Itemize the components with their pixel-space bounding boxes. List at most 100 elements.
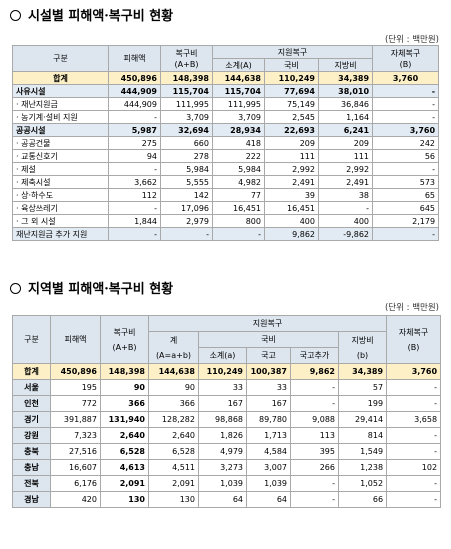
header-local: 지방비 <box>317 58 374 72</box>
cell-self: 645 <box>372 201 440 215</box>
cell-subtotal: 4,982 <box>212 175 265 189</box>
cell-local: 400 <box>317 214 374 228</box>
cell-recovery: 2,091 <box>100 475 149 492</box>
cell-treasury-extra: 9,862 <box>290 363 339 380</box>
row-label: 합계 <box>12 71 109 85</box>
cell-damage: - <box>108 227 161 241</box>
cell-local: 814 <box>337 427 388 444</box>
cell-recovery: 5,555 <box>160 175 213 189</box>
region-row-jeonbuk: 전북 6,176 2,091 2,091 1,039 1,039 - 1,052… <box>12 475 442 492</box>
cell-total: 130 <box>148 491 199 508</box>
header-national: 국비 <box>264 58 319 72</box>
header-local-sub: (b) <box>356 350 369 360</box>
cell-self: 3,760 <box>372 123 440 137</box>
header-self-sub: (B) <box>407 342 420 352</box>
cell-recovery: 17,096 <box>160 201 213 215</box>
cell-treasury-extra: 9,088 <box>290 411 339 428</box>
cell-national: 16,451 <box>264 201 319 215</box>
facility-row-additional-grant: 재난지원금 추가 지원 - - - 9,862 -9,862 - <box>12 227 440 241</box>
facility-row-other: · 그 외 시설 1,844 2,979 800 400 400 2,179 <box>12 214 440 228</box>
row-label: 공공시설 <box>12 123 109 137</box>
cell-subtotal: 98,868 <box>198 411 247 428</box>
facility-row-farm-equipment: · 농기계·설비 지원 - 3,709 3,709 2,545 1,164 - <box>12 110 440 124</box>
cell-damage: 3,662 <box>108 175 161 189</box>
cell-self: - <box>386 395 442 412</box>
cell-recovery: 131,940 <box>100 411 149 428</box>
cell-self: - <box>372 84 440 98</box>
cell-damage: - <box>108 201 161 215</box>
region-row-seoul: 서울 195 90 90 33 33 - 57 - <box>12 379 442 396</box>
cell-local: 29,414 <box>337 411 388 428</box>
header-subtotal: 소계(a) <box>198 347 247 364</box>
cell-national: 2,992 <box>264 162 319 176</box>
header-recovery-label: 복구비 <box>175 48 198 58</box>
cell-local: 2,491 <box>317 175 374 189</box>
region-row-gyeongnam: 경남 420 130 130 64 64 - 66 - <box>12 491 442 508</box>
cell-local: 111 <box>317 149 374 163</box>
cell-damage: 94 <box>108 149 161 163</box>
region-row-incheon: 인천 772 366 366 167 167 - 199 - <box>12 395 442 412</box>
cell-total: 366 <box>148 395 199 412</box>
cell-self: - <box>386 491 442 508</box>
cell-damage: 275 <box>108 136 161 150</box>
cell-treasury: 4,584 <box>246 443 291 460</box>
facility-row-public-buildings: · 공공건물 275 660 418 209 209 242 <box>12 136 440 150</box>
cell-treasury-extra: - <box>290 395 339 412</box>
cell-recovery: 3,709 <box>160 110 213 124</box>
cell-recovery: 2,640 <box>100 427 149 444</box>
facility-unit-label: (단위 : 백만원) <box>384 35 439 45</box>
cell-total: 144,638 <box>148 363 199 380</box>
cell-treasury: 1,039 <box>246 475 291 492</box>
facility-section-title: 시설별 피해액·복구비 현황 <box>28 9 174 24</box>
region-unit-label: (단위 : 백만원) <box>384 303 439 313</box>
cell-self: - <box>386 379 442 396</box>
row-label: · 그 외 시설 <box>12 214 109 228</box>
cell-subtotal: - <box>212 227 265 241</box>
cell-local: 199 <box>337 395 388 412</box>
cell-subtotal: 111,995 <box>212 97 265 111</box>
header-self-label: 자체복구 <box>390 48 421 58</box>
header-self-label: 자체복구 <box>398 327 429 337</box>
cell-damage: 1,844 <box>108 214 161 228</box>
header-self: 자체복구 (B) <box>386 315 442 364</box>
cell-treasury: 100,387 <box>246 363 291 380</box>
facility-section-heading: 시설별 피해액·복구비 현황 <box>10 6 173 28</box>
cell-damage: - <box>108 162 161 176</box>
cell-treasury-extra: 395 <box>290 443 339 460</box>
header-support: 지원복구 <box>211 45 374 59</box>
cell-damage: 195 <box>50 379 101 396</box>
cell-subtotal: 3,273 <box>198 459 247 476</box>
cell-national: 2,545 <box>264 110 319 124</box>
cell-local: 6,241 <box>317 123 374 137</box>
header-local-label: 지방비 <box>351 335 374 345</box>
circle-bullet-icon <box>10 10 21 21</box>
row-label: · 공공건물 <box>12 136 109 150</box>
region-row-chungnam: 충남 16,607 4,613 4,511 3,273 3,007 266 1,… <box>12 459 442 476</box>
header-support: 지원복구 <box>147 315 388 332</box>
cell-recovery: 90 <box>100 379 149 396</box>
cell-damage: 16,607 <box>50 459 101 476</box>
cell-subtotal: 64 <box>198 491 247 508</box>
cell-damage: 112 <box>108 188 161 202</box>
cell-total: 6,528 <box>148 443 199 460</box>
cell-self: - <box>372 162 440 176</box>
cell-self: 573 <box>372 175 440 189</box>
cell-subtotal: 28,934 <box>212 123 265 137</box>
cell-treasury: 3,007 <box>246 459 291 476</box>
circle-bullet-icon <box>10 283 21 294</box>
cell-damage: - <box>108 110 161 124</box>
region-section-heading: 지역별 피해액·복구비 현황 <box>10 279 173 301</box>
cell-self: 102 <box>386 459 442 476</box>
cell-treasury-extra: - <box>290 491 339 508</box>
cell-subtotal: 418 <box>212 136 265 150</box>
cell-damage: 391,887 <box>50 411 101 428</box>
cell-treasury: 167 <box>246 395 291 412</box>
cell-recovery: 278 <box>160 149 213 163</box>
cell-self: - <box>386 427 442 444</box>
cell-treasury: 33 <box>246 379 291 396</box>
cell-treasury-extra: - <box>290 379 339 396</box>
cell-local: 66 <box>337 491 388 508</box>
cell-self: 3,658 <box>386 411 442 428</box>
cell-local: 209 <box>317 136 374 150</box>
header-local: 지방비 (b) <box>337 331 388 364</box>
